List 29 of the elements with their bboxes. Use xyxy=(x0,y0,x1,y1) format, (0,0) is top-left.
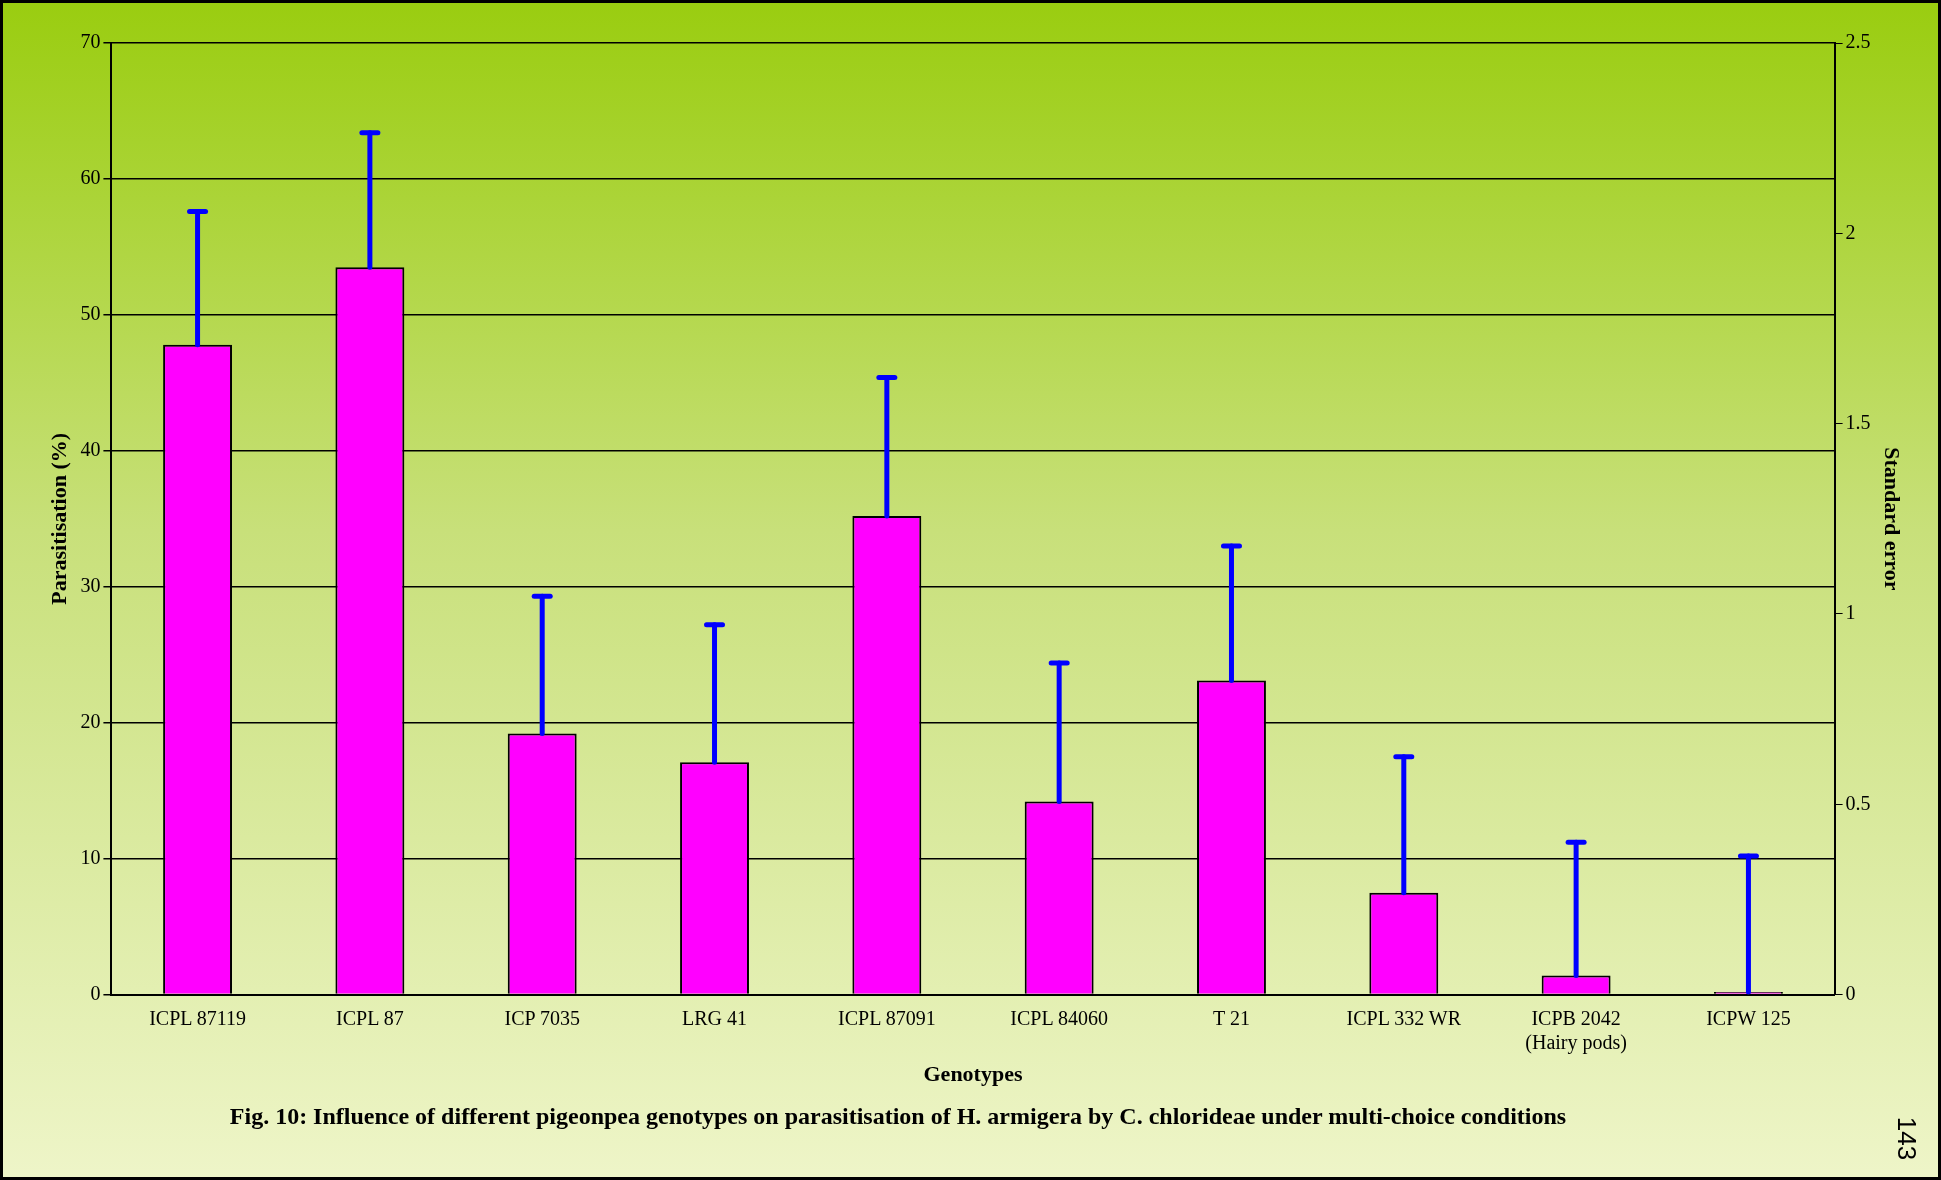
y-tick-label: 20 xyxy=(80,709,101,732)
y-tick-label: 10 xyxy=(80,845,101,868)
y2-tick-label: 1 xyxy=(1845,601,1856,624)
x-tick-label: ICPL 87091 xyxy=(838,1006,936,1029)
x-tick-label: ICPB 2042 (Hairy pods) xyxy=(1525,1006,1627,1054)
x-tick-label: ICPL 87 xyxy=(336,1006,404,1029)
y-tick-label: 0 xyxy=(90,981,101,1004)
x-tick-label: ICPL 332 WR xyxy=(1346,1006,1462,1029)
y2-tick-label: 0 xyxy=(1845,981,1856,1004)
y2-tick-label: 1.5 xyxy=(1845,410,1871,433)
text: Fig. 10: Influence of different pigeonpea genotypes on parasitisation of H. armigera by C. chlorideae under multi-choice conditions xyxy=(228,1103,1568,1130)
text: 143 xyxy=(1890,1116,1922,1161)
x-tick-label: LRG 41 xyxy=(682,1006,748,1029)
y2-axis-title: Standard error xyxy=(1880,447,1906,591)
x-tick-label: ICPL 84060 xyxy=(1010,1006,1108,1029)
x-tick-label: ICP 7035 xyxy=(504,1006,580,1029)
x-axis-title: Genotypes xyxy=(923,1061,1023,1087)
y-tick-label: 70 xyxy=(80,30,101,53)
y-tick-label: 30 xyxy=(80,574,101,597)
x-tick-label: ICPW 125 xyxy=(1706,1006,1791,1029)
y-tick-label: 60 xyxy=(80,166,101,189)
x-tick-label: T 21 xyxy=(1213,1006,1250,1029)
y-tick-label: 50 xyxy=(80,302,101,325)
y-tick-label: 40 xyxy=(80,438,101,461)
y-axis-title: Parasitisation (%) xyxy=(45,432,71,605)
y2-tick-label: 2 xyxy=(1845,220,1856,243)
x-tick-label: ICPL 87119 xyxy=(149,1006,246,1029)
y2-tick-label: 2.5 xyxy=(1845,30,1871,53)
y2-tick-label: 0.5 xyxy=(1845,791,1871,814)
